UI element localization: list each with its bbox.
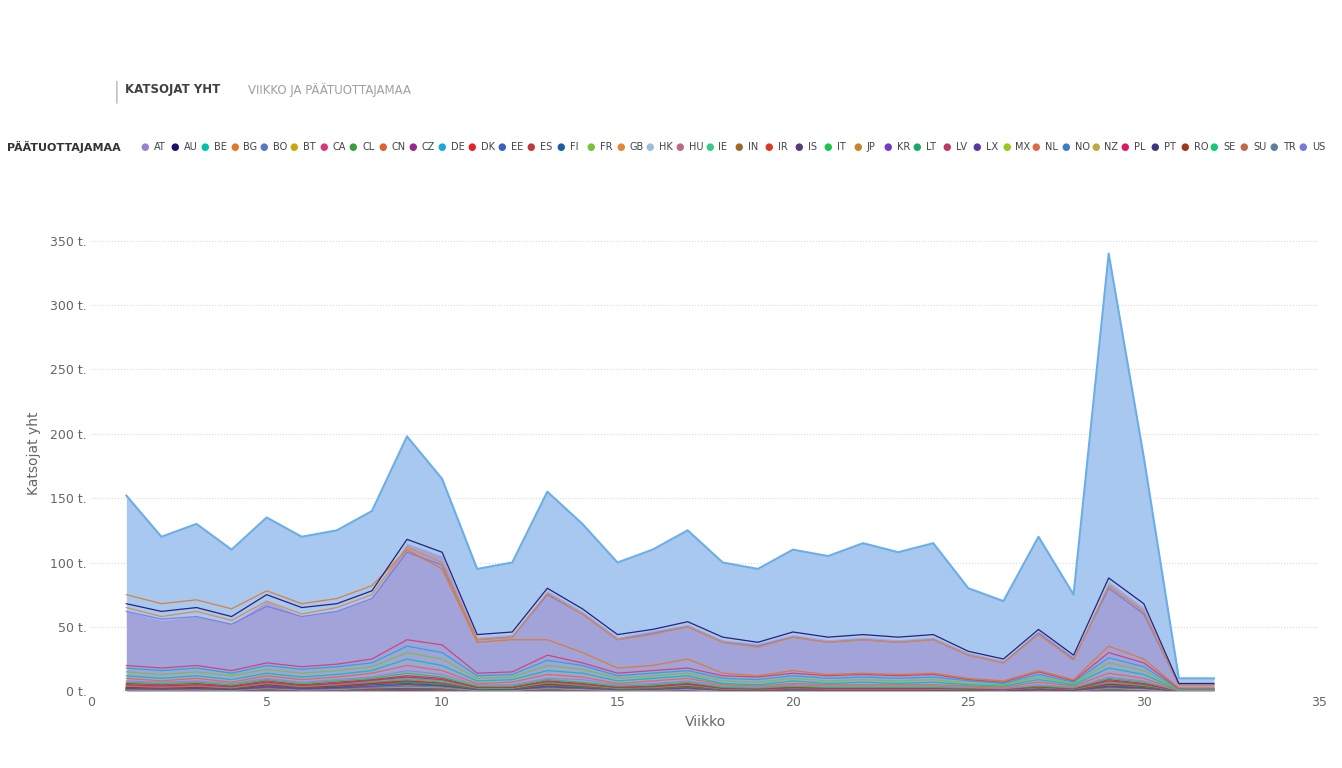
Text: ●: ● (1002, 142, 1011, 153)
Text: ●: ● (942, 142, 951, 153)
Text: GB: GB (629, 142, 644, 153)
Text: ●: ● (735, 142, 743, 153)
Text: IN: IN (749, 142, 758, 153)
Text: ●: ● (1121, 142, 1129, 153)
Text: VIIKKO JA PÄÄTUOTTAJAMAA: VIIKKO JA PÄÄTUOTTAJAMAA (248, 83, 411, 97)
Text: ●: ● (1240, 142, 1248, 153)
Text: LT: LT (926, 142, 937, 153)
Text: ●: ● (586, 142, 595, 153)
Text: AU: AU (184, 142, 197, 153)
Text: ●: ● (260, 142, 268, 153)
Text: FR: FR (600, 142, 612, 153)
Text: ●: ● (1299, 142, 1307, 153)
Text: JP: JP (867, 142, 876, 153)
Text: ●: ● (408, 142, 416, 153)
Text: PT: PT (1164, 142, 1176, 153)
Text: LX: LX (985, 142, 998, 153)
Text: ●: ● (1091, 142, 1099, 153)
Text: FI: FI (570, 142, 578, 153)
Text: RO: RO (1193, 142, 1208, 153)
Text: ●: ● (1180, 142, 1189, 153)
Text: ●: ● (705, 142, 714, 153)
Text: BE: BE (213, 142, 227, 153)
Text: US: US (1312, 142, 1326, 153)
Text: ●: ● (1209, 142, 1219, 153)
Text: BT: BT (303, 142, 315, 153)
Text: ●: ● (1150, 142, 1159, 153)
Text: ●: ● (1270, 142, 1278, 153)
Text: ●: ● (437, 142, 447, 153)
Text: ●: ● (527, 142, 535, 153)
Text: AT: AT (154, 142, 166, 153)
Text: ●: ● (497, 142, 506, 153)
Text: HU: HU (688, 142, 703, 153)
Text: ●: ● (467, 142, 476, 153)
Text: EE: EE (510, 142, 523, 153)
Text: SE: SE (1224, 142, 1236, 153)
Text: ●: ● (557, 142, 565, 153)
Text: NO: NO (1075, 142, 1090, 153)
Text: IT: IT (837, 142, 845, 153)
Text: KATSOJAT YHT: KATSOJAT YHT (125, 84, 220, 96)
Text: ●: ● (1062, 142, 1070, 153)
Text: DK: DK (480, 142, 495, 153)
Text: ●: ● (854, 142, 862, 153)
Text: IR: IR (778, 142, 788, 153)
Text: MX: MX (1016, 142, 1031, 153)
Text: CZ: CZ (421, 142, 435, 153)
Text: BG: BG (243, 142, 258, 153)
Text: ●: ● (200, 142, 209, 153)
Text: ●: ● (319, 142, 327, 153)
Text: BO: BO (274, 142, 287, 153)
Text: ●: ● (349, 142, 357, 153)
Text: DE: DE (451, 142, 464, 153)
Text: ●: ● (824, 142, 832, 153)
Text: ES: ES (541, 142, 553, 153)
Text: ●: ● (229, 142, 239, 153)
Text: ●: ● (378, 142, 386, 153)
Text: NL: NL (1045, 142, 1057, 153)
Text: CA: CA (333, 142, 346, 153)
Text: │: │ (111, 81, 123, 104)
Text: NZ: NZ (1104, 142, 1118, 153)
Y-axis label: Katsojat yht: Katsojat yht (27, 412, 42, 495)
Text: CL: CL (362, 142, 374, 153)
Text: IE: IE (718, 142, 727, 153)
Text: ●: ● (913, 142, 922, 153)
Text: TR: TR (1283, 142, 1295, 153)
Text: ●: ● (1032, 142, 1040, 153)
Text: IS: IS (808, 142, 816, 153)
Text: ●: ● (170, 142, 178, 153)
Text: ●: ● (794, 142, 803, 153)
Text: ●: ● (141, 142, 149, 153)
Text: ●: ● (290, 142, 298, 153)
Text: KR: KR (896, 142, 910, 153)
Text: ●: ● (765, 142, 773, 153)
Text: ●: ● (675, 142, 684, 153)
Text: HK: HK (659, 142, 672, 153)
Text: PÄÄTUOTTAJAMAA: PÄÄTUOTTAJAMAA (7, 141, 121, 154)
Text: ●: ● (883, 142, 891, 153)
Text: LV: LV (956, 142, 968, 153)
Text: PL: PL (1134, 142, 1146, 153)
Text: SU: SU (1253, 142, 1266, 153)
Text: ●: ● (646, 142, 654, 153)
X-axis label: Viikko: Viikko (684, 714, 726, 729)
Text: ●: ● (616, 142, 624, 153)
Text: ●: ● (972, 142, 981, 153)
Text: CN: CN (392, 142, 407, 153)
